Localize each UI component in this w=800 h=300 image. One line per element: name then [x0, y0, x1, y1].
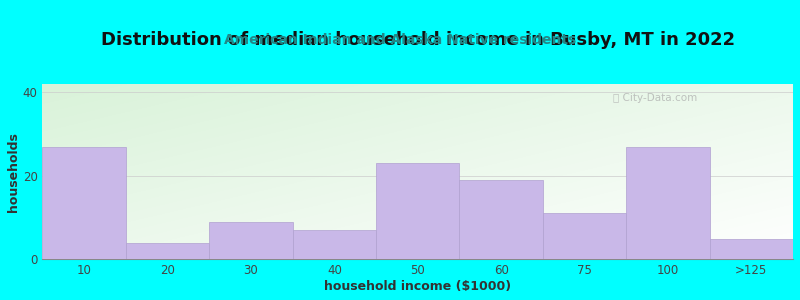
X-axis label: household income ($1000): household income ($1000) — [324, 280, 511, 293]
Y-axis label: households: households — [7, 132, 20, 211]
Bar — [459, 180, 543, 260]
Bar — [543, 214, 626, 260]
Bar — [710, 238, 793, 260]
Bar — [42, 147, 126, 260]
Text: American Indian and Alaska Native residents: American Indian and Alaska Native reside… — [224, 34, 576, 47]
Bar — [210, 222, 293, 260]
Bar — [626, 147, 710, 260]
Bar — [126, 243, 210, 260]
Bar — [376, 164, 459, 260]
Bar — [293, 230, 376, 260]
Text: ⓘ City-Data.com: ⓘ City-Data.com — [613, 93, 697, 103]
Title: Distribution of median household income in Busby, MT in 2022: Distribution of median household income … — [101, 31, 735, 49]
